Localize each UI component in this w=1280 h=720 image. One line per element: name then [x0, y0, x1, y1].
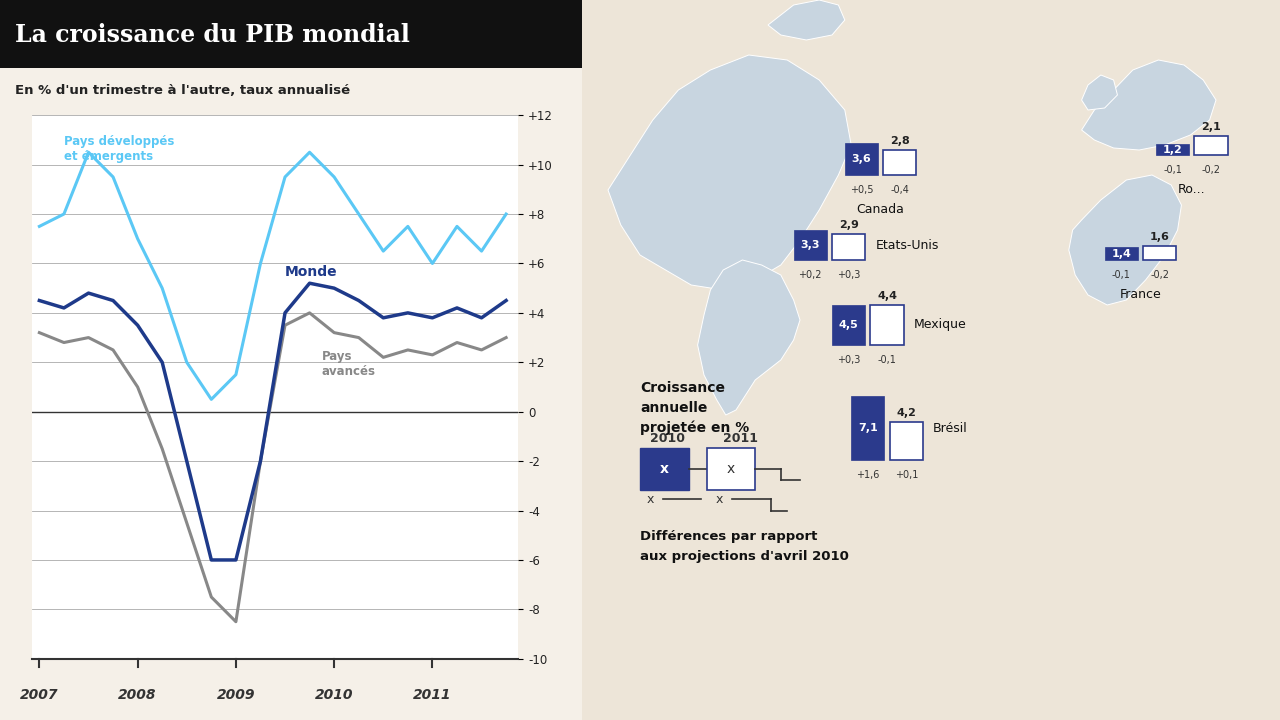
Text: +1,6: +1,6 — [856, 470, 879, 480]
Bar — [707, 448, 755, 490]
Text: 2,8: 2,8 — [890, 136, 910, 145]
Text: x: x — [716, 493, 723, 506]
Polygon shape — [1082, 60, 1216, 150]
Text: -0,4: -0,4 — [891, 185, 909, 195]
Text: En % d'un trimestre à l'autre, taux annualisé: En % d'un trimestre à l'autre, taux annu… — [14, 84, 349, 96]
Text: -0,2: -0,2 — [1151, 270, 1169, 280]
Text: x: x — [727, 462, 735, 476]
Text: 4,4: 4,4 — [877, 292, 897, 302]
Bar — [1156, 144, 1189, 155]
Text: x: x — [646, 493, 654, 506]
Text: 7,1: 7,1 — [858, 423, 878, 433]
Text: Différences par rapport: Différences par rapport — [640, 530, 818, 543]
Text: 2009: 2009 — [216, 688, 255, 703]
Text: -0,2: -0,2 — [1202, 165, 1220, 175]
Text: Pays développés
et émergents: Pays développés et émergents — [64, 135, 174, 163]
Text: 2011: 2011 — [413, 688, 452, 703]
Bar — [832, 305, 865, 345]
Text: 1,6: 1,6 — [1149, 232, 1170, 242]
Bar — [870, 305, 904, 345]
Text: 2,9: 2,9 — [838, 220, 859, 230]
Text: +0,2: +0,2 — [799, 270, 822, 280]
Polygon shape — [698, 260, 800, 415]
Bar — [890, 422, 923, 460]
Text: Canada: Canada — [856, 203, 905, 216]
Text: annuelle: annuelle — [640, 401, 708, 415]
Text: Brésil: Brésil — [933, 421, 968, 435]
Text: France: France — [1120, 288, 1161, 301]
Text: -0,1: -0,1 — [1164, 165, 1181, 175]
Text: -0,1: -0,1 — [878, 355, 896, 365]
Text: La croissance du PIB mondial: La croissance du PIB mondial — [14, 22, 410, 47]
Text: Croissance: Croissance — [640, 381, 724, 395]
Text: +0,5: +0,5 — [850, 185, 873, 195]
Text: Etats-Unis: Etats-Unis — [876, 238, 940, 252]
Text: 4,2: 4,2 — [896, 408, 916, 418]
Polygon shape — [768, 0, 845, 40]
Text: +0,3: +0,3 — [837, 355, 860, 365]
Bar — [1143, 246, 1176, 260]
Bar — [1194, 136, 1228, 155]
Polygon shape — [1069, 175, 1181, 305]
Text: -0,1: -0,1 — [1112, 270, 1130, 280]
Bar — [832, 234, 865, 260]
Polygon shape — [608, 55, 851, 290]
Bar — [845, 143, 878, 175]
Text: 2007: 2007 — [20, 688, 59, 703]
Text: x: x — [659, 462, 669, 476]
Bar — [1105, 248, 1138, 260]
Text: 3,3: 3,3 — [800, 240, 820, 250]
Text: Mexique: Mexique — [914, 318, 966, 331]
Text: 1,2: 1,2 — [1162, 145, 1183, 155]
Text: 2008: 2008 — [118, 688, 157, 703]
Text: Monde: Monde — [285, 265, 338, 279]
Bar — [883, 150, 916, 175]
Text: 3,6: 3,6 — [851, 154, 872, 163]
Text: +0,1: +0,1 — [895, 470, 918, 480]
Polygon shape — [1082, 75, 1117, 110]
Text: projetée en %: projetée en % — [640, 420, 749, 435]
Bar — [0, 0, 582, 68]
Text: 2010: 2010 — [650, 432, 685, 445]
Text: 2,1: 2,1 — [1201, 122, 1221, 132]
Text: +0,3: +0,3 — [837, 270, 860, 280]
Bar — [851, 396, 884, 460]
Text: 1,4: 1,4 — [1111, 248, 1132, 258]
Text: aux projections d'avril 2010: aux projections d'avril 2010 — [640, 550, 849, 563]
Text: 2010: 2010 — [315, 688, 353, 703]
Text: 4,5: 4,5 — [838, 320, 859, 330]
Text: Pays
avancés: Pays avancés — [321, 350, 376, 378]
Bar — [640, 448, 689, 490]
Text: 2011: 2011 — [723, 432, 758, 445]
Bar — [794, 230, 827, 260]
Text: Ro...: Ro... — [1178, 183, 1206, 196]
